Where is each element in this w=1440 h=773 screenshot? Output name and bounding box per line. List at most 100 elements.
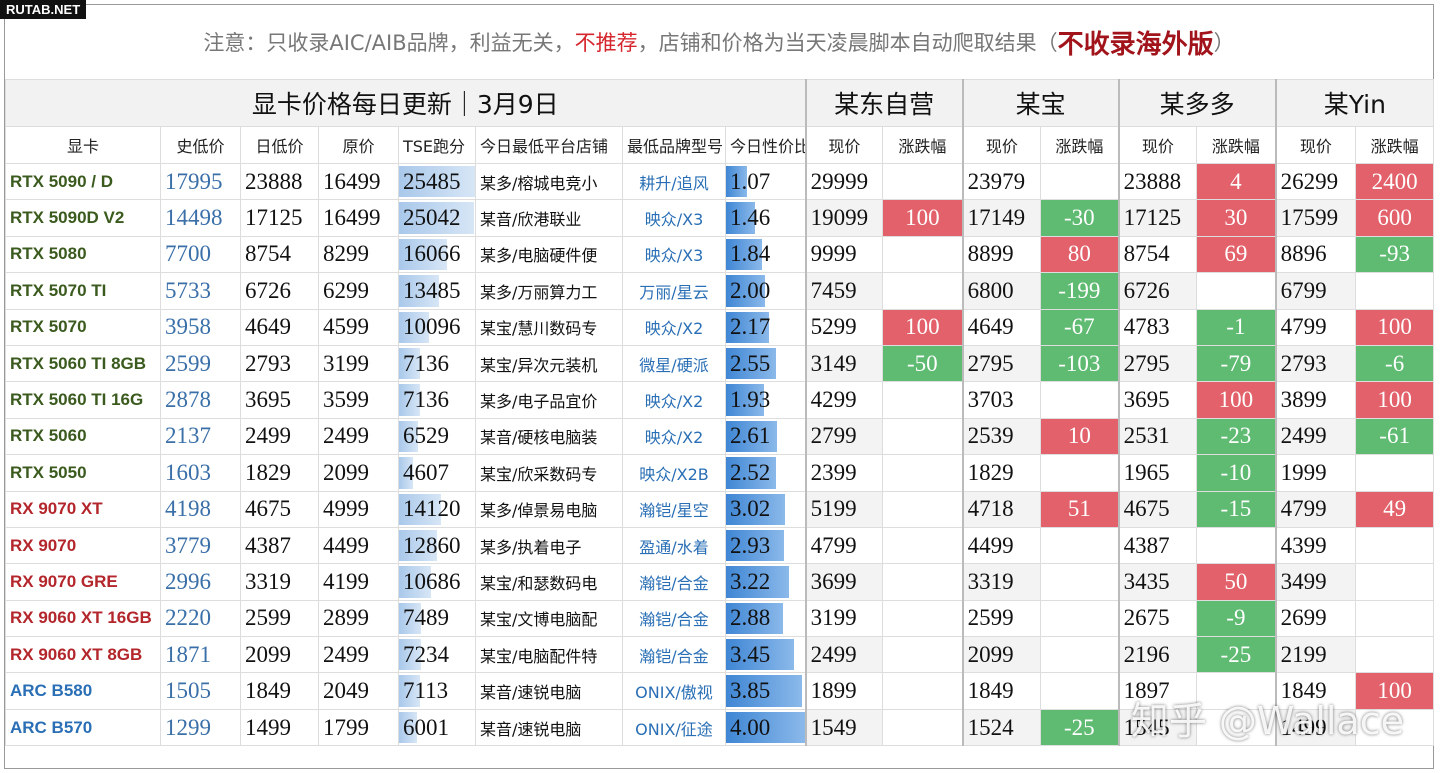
table-row: RX 9060 XT 16GB 2220 2599 2899 7489 某宝/文博电脑配 瀚…	[5, 599, 1435, 638]
cell: 4198	[160, 490, 241, 528]
table-row: ARC B570 1299 1499 1799 6001 某音/速锐电脑 ONIX/征途 4.…	[5, 708, 1435, 747]
price-change: -30	[1040, 199, 1120, 237]
price-table: 显卡价格每日更新｜3月9日 某东自营 某宝 某多多 某Yin 显卡 史低价 日低价 原价 TSE跑…	[4, 79, 1435, 747]
cell-text: 4.00	[730, 714, 771, 740]
cell-text: 2499	[323, 423, 369, 449]
price-change	[1355, 272, 1435, 310]
column-header: 显卡	[5, 126, 161, 164]
data-bar	[726, 457, 776, 489]
cell: 映众/X2	[622, 308, 726, 346]
price-change	[882, 526, 964, 565]
cell: 3695	[240, 381, 319, 419]
column-header: 现价	[1117, 126, 1198, 164]
cell: 1799	[318, 708, 399, 747]
cell: 2.55	[724, 344, 807, 383]
cell-text: 2899	[323, 605, 369, 631]
gpu-name: RTX 5070	[5, 308, 161, 346]
cell: 2878	[160, 381, 241, 419]
current-price: 5299	[804, 308, 884, 346]
cell: 1849	[240, 672, 319, 710]
cell-text: 2599	[165, 350, 211, 376]
cell: 16499	[318, 199, 399, 237]
cell: 2.17	[724, 308, 807, 346]
cell: 1.46	[724, 199, 807, 237]
cell: 4.00	[724, 708, 807, 747]
price-change: 50	[1196, 563, 1277, 601]
cell-text: 某多/万丽算力工	[480, 282, 598, 302]
data-bar	[399, 675, 421, 707]
price-change: 100	[1196, 381, 1277, 419]
data-bar	[726, 384, 764, 416]
cell: 某多/电脑硬件便	[475, 235, 623, 274]
cell: 映众/X2B	[622, 454, 726, 492]
cell: 映众/X2	[622, 381, 726, 419]
data-bar	[726, 675, 802, 707]
cell: 某音/硬核电脑装	[475, 417, 623, 456]
cell-text: 7113	[403, 678, 449, 704]
cell-text: 某音/速锐电脑	[480, 719, 582, 739]
table-row: RX 9070 3779 4387 4499 12860 某多/执着电子 盈通/水着 2.93…	[5, 526, 1435, 565]
cell-text: 某音/欣港联业	[480, 210, 582, 230]
current-price: 8754	[1117, 235, 1198, 274]
column-header: 原价	[318, 126, 399, 164]
cell-text: 1829	[245, 459, 291, 485]
cell-text: 1299	[165, 714, 211, 740]
current-price: 4718	[961, 490, 1042, 528]
current-price: 3149	[804, 344, 884, 383]
shop-name: 某Yin	[1274, 79, 1435, 127]
cell-text: 1.84	[730, 241, 771, 267]
shop-name: 某多多	[1117, 79, 1277, 127]
cell: 2.00	[724, 272, 807, 310]
current-price: 2099	[961, 636, 1042, 674]
current-price: 17125	[1117, 199, 1198, 237]
current-price: 29999	[804, 162, 884, 201]
cell-text: 4675	[245, 496, 291, 522]
price-change: -50	[882, 344, 964, 383]
cell: 2.93	[724, 526, 807, 565]
cell-text: 3.45	[730, 641, 771, 667]
current-price: 2793	[1274, 344, 1357, 383]
cell-text: 4649	[245, 314, 291, 340]
current-price: 2599	[961, 599, 1042, 638]
price-change: -93	[1355, 235, 1435, 274]
cell: 17995	[160, 162, 241, 201]
gpu-name: RTX 5060	[5, 417, 161, 456]
cell: 某多/万丽算力工	[475, 272, 623, 310]
cell-text: 3199	[323, 350, 369, 376]
cell: 4675	[240, 490, 319, 528]
cell-text: 14498	[165, 205, 223, 231]
current-price: 26299	[1274, 162, 1357, 201]
gpu-name: RX 9060 XT 16GB	[5, 599, 161, 638]
current-price: 1524	[961, 708, 1042, 747]
price-change	[882, 636, 964, 674]
cell: 7489	[398, 599, 476, 638]
cell: 7136	[398, 344, 476, 383]
cell: 某宝/和瑟数码电	[475, 563, 623, 601]
current-price: 1897	[1117, 672, 1198, 710]
cell-text: 7234	[403, 641, 449, 667]
cell-text: 某宝/欣采数码专	[480, 464, 598, 484]
watermark: RUTAB.NET	[0, 0, 87, 19]
current-price: 3703	[961, 381, 1042, 419]
gpu-name: RTX 5090 / D	[5, 162, 161, 201]
cell-text: 10686	[403, 568, 461, 594]
cell: 2099	[240, 636, 319, 674]
cell-text: 23888	[245, 168, 303, 194]
current-price: 1545	[1117, 708, 1198, 747]
current-price: 8899	[961, 235, 1042, 274]
price-change	[1040, 563, 1120, 601]
column-header: 涨跌幅	[1040, 126, 1120, 164]
column-header: 日低价	[240, 126, 319, 164]
table-row: RX 9070 GRE 2996 3319 4199 10686 某宝/和瑟数码电 瀚铠/合…	[5, 563, 1435, 601]
column-header: 现价	[961, 126, 1042, 164]
current-price: 1829	[961, 454, 1042, 492]
current-price: 5199	[804, 490, 884, 528]
data-bar	[726, 493, 786, 525]
cell-text: 4499	[323, 532, 369, 558]
cell: 1505	[160, 672, 241, 710]
cell: 4999	[318, 490, 399, 528]
column-header: 涨跌幅	[1196, 126, 1277, 164]
cell-text: 14120	[403, 496, 461, 522]
current-price: 3435	[1117, 563, 1198, 601]
cell-text: ONIX/傲视	[635, 683, 713, 703]
